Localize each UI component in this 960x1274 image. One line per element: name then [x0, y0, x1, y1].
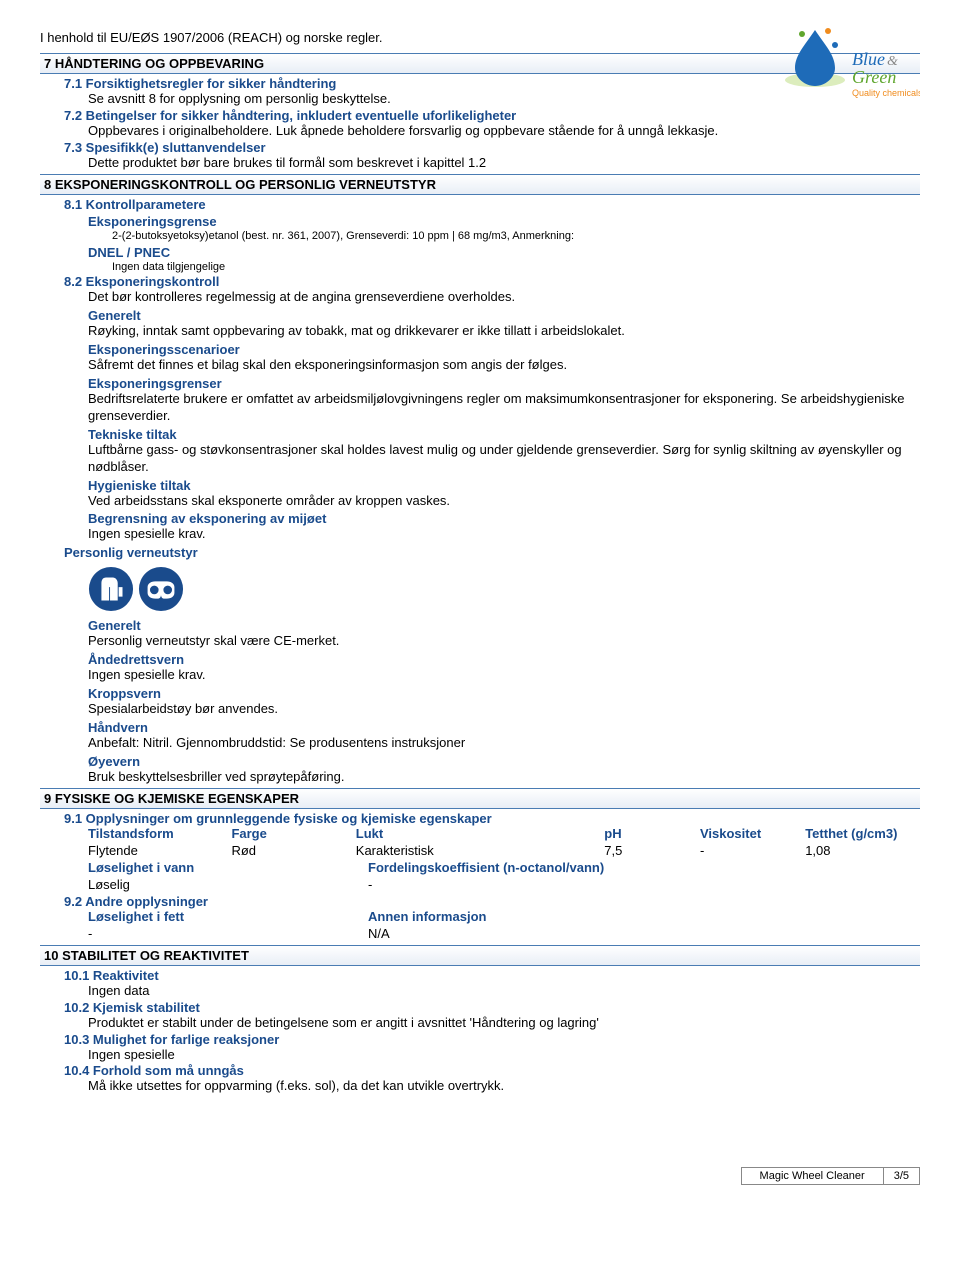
properties-table: Tilstandsform Farge Lukt pH Viskositet T… — [88, 826, 920, 894]
solubility-fat-value: - — [88, 926, 368, 943]
section-8-2-body: Det bør kontrolleres regelmessig at de a… — [88, 289, 920, 306]
header-form: Tilstandsform — [88, 826, 231, 843]
value-form: Flytende — [88, 843, 231, 860]
value-viscosity: - — [700, 843, 805, 860]
logo-text-green: Green — [852, 67, 896, 87]
section-10-3-body: Ingen spesielle — [88, 1047, 920, 1064]
exposure-scenarios-body: Såfremt det finnes et bilag skal den eks… — [88, 357, 920, 374]
respiratory-body: Ingen spesielle krav. — [88, 667, 920, 684]
section-10-2-body: Produktet er stabilt under de betingelse… — [88, 1015, 920, 1032]
eye-protection-title: Øyevern — [88, 754, 920, 769]
exposure-limits-body: Bedriftsrelaterte brukere er omfattet av… — [88, 391, 920, 425]
section-9-2-title: 9.2 Andre opplysninger — [64, 894, 920, 909]
footer-product-name: Magic Wheel Cleaner — [741, 1167, 884, 1185]
solubility-water-value: Løselig — [88, 877, 368, 894]
section-8-1-title: 8.1 Kontrollparametere — [64, 197, 920, 212]
value-density: 1,08 — [805, 843, 920, 860]
page-footer: Magic Wheel Cleaner 3/5 — [40, 1155, 920, 1185]
header-smell: Lukt — [356, 826, 605, 843]
properties-value-row: Flytende Rød Karakteristisk 7,5 - 1,08 — [88, 843, 920, 860]
environment-limit-body: Ingen spesielle krav. — [88, 526, 920, 543]
header-ph: pH — [604, 826, 700, 843]
goggles-icon — [138, 566, 184, 612]
exposure-limits-title: Eksponeringsgrenser — [88, 376, 920, 391]
section-7-3-title: 7.3 Spesifikk(e) sluttanvendelser — [64, 140, 920, 155]
solubility-fat-title: Løselighet i fett — [88, 909, 368, 926]
general-title: Generelt — [88, 308, 920, 323]
technical-measures-body: Luftbårne gass- og støvkonsentrasjoner s… — [88, 442, 920, 476]
section-8-2-title: 8.2 Eksponeringskontroll — [64, 274, 920, 289]
header-viscosity: Viskositet — [700, 826, 805, 843]
header-density: Tetthet (g/cm3) — [805, 826, 920, 843]
page-header: Blue & Green Quality chemicals I henhold… — [40, 30, 920, 45]
section-7-3-body: Dette produktet bør bare brukes til form… — [88, 155, 920, 172]
partition-coeff-title: Fordelingskoeffisient (n-octanol/vann) — [368, 860, 608, 877]
ppe-general-body: Personlig verneutstyr skal være CE-merke… — [88, 633, 920, 650]
solubility-water-title: Løselighet i vann — [88, 860, 368, 877]
section-10-4-title: 10.4 Forhold som må unngås — [64, 1063, 920, 1078]
section-10-2-title: 10.2 Kjemisk stabilitet — [64, 1000, 920, 1015]
body-protection-title: Kroppsvern — [88, 686, 920, 701]
section-7-2-title: 7.2 Betingelser for sikker håndtering, i… — [64, 108, 920, 123]
section-10-3-title: 10.3 Mulighet for farlige reaksjoner — [64, 1032, 920, 1047]
value-smell: Karakteristisk — [356, 843, 605, 860]
eye-protection-body: Bruk beskyttelsesbriller ved sprøytepåfø… — [88, 769, 920, 786]
logo-tagline: Quality chemicals — [852, 88, 920, 98]
environment-limit-title: Begrensning av eksponering av mijøet — [88, 511, 920, 526]
exposure-scenarios-title: Eksponeringsscenarioer — [88, 342, 920, 357]
exposure-limit-title: Eksponeringsgrense — [88, 214, 920, 229]
dnel-pnec-title: DNEL / PNEC — [88, 245, 920, 260]
exposure-limit-body: 2-(2-butoksyetoksy)etanol (best. nr. 361… — [112, 229, 920, 243]
ppe-title: Personlig verneutstyr — [64, 545, 920, 560]
ppe-icons — [88, 566, 920, 612]
section-9-1-title: 9.1 Opplysninger om grunnleggende fysisk… — [64, 811, 920, 826]
section-8-header: 8 EKSPONERINGSKONTROLL OG PERSONLIG VERN… — [40, 174, 920, 195]
section-7-2-body: Oppbevares i originalbeholdere. Luk åpne… — [88, 123, 920, 140]
company-logo: Blue & Green Quality chemicals — [760, 20, 920, 105]
gloves-icon — [88, 566, 134, 612]
section-10-1-title: 10.1 Reaktivitet — [64, 968, 920, 983]
technical-measures-title: Tekniske tiltak — [88, 427, 920, 442]
ppe-general-title: Generelt — [88, 618, 920, 633]
general-body: Røyking, inntak samt oppbevaring av toba… — [88, 323, 920, 340]
respiratory-title: Åndedrettsvern — [88, 652, 920, 667]
hygiene-measures-title: Hygieniske tiltak — [88, 478, 920, 493]
section-10-header: 10 STABILITET OG REAKTIVITET — [40, 945, 920, 966]
hand-protection-body: Anbefalt: Nitril. Gjennombruddstid: Se p… — [88, 735, 920, 752]
header-color: Farge — [231, 826, 355, 843]
partition-coeff-value: - — [368, 877, 376, 894]
footer-page-number: 3/5 — [884, 1167, 920, 1185]
value-ph: 7,5 — [604, 843, 700, 860]
properties-header-row: Tilstandsform Farge Lukt pH Viskositet T… — [88, 826, 920, 843]
section-10-1-body: Ingen data — [88, 983, 920, 1000]
other-info-value: N/A — [368, 926, 394, 943]
body-protection-body: Spesialarbeidstøy bør anvendes. — [88, 701, 920, 718]
hand-protection-title: Håndvern — [88, 720, 920, 735]
hygiene-measures-body: Ved arbeidsstans skal eksponerte områder… — [88, 493, 920, 510]
other-info-title: Annen informasjon — [368, 909, 490, 926]
dnel-pnec-body: Ingen data tilgjengelige — [112, 260, 920, 274]
logo-text-blue: Blue — [852, 49, 885, 69]
value-color: Rød — [231, 843, 355, 860]
section-9-header: 9 FYSISKE OG KJEMISKE EGENSKAPER — [40, 788, 920, 809]
section-10-4-body: Må ikke utsettes for oppvarming (f.eks. … — [88, 1078, 920, 1095]
